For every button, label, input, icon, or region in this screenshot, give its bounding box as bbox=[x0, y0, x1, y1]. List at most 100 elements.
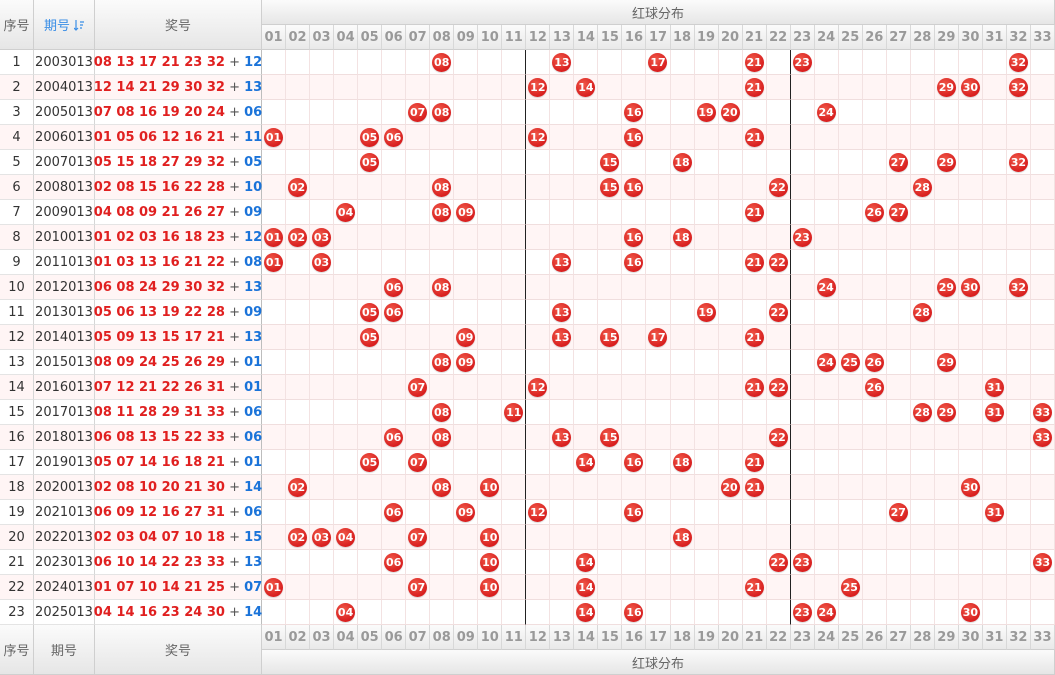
grid-cell-31 bbox=[982, 125, 1007, 150]
header-seq[interactable]: 序号 bbox=[0, 0, 34, 50]
grid-cell-22 bbox=[766, 150, 791, 175]
grid-cell-10: 10 bbox=[478, 575, 503, 600]
column-header-02[interactable]: 02 bbox=[286, 25, 311, 50]
grid-cell-15 bbox=[598, 100, 623, 125]
grid-cell-17 bbox=[646, 175, 671, 200]
grid-cell-01 bbox=[262, 450, 287, 475]
row-plus-sign: + bbox=[224, 104, 245, 120]
column-header-11[interactable]: 11 bbox=[502, 25, 527, 50]
column-header-25[interactable]: 25 bbox=[838, 25, 863, 50]
row-prize: 06 08 13 15 22 33 + 06 bbox=[94, 425, 262, 450]
grid-cell-29 bbox=[934, 550, 959, 575]
column-header-24[interactable]: 24 bbox=[814, 25, 839, 50]
column-header-28[interactable]: 28 bbox=[910, 25, 935, 50]
column-header-22[interactable]: 22 bbox=[766, 25, 791, 50]
grid-cell-06 bbox=[382, 600, 407, 625]
column-header-13[interactable]: 13 bbox=[550, 25, 575, 50]
grid-cell-17 bbox=[646, 300, 671, 325]
row-plus-sign: + bbox=[224, 204, 245, 220]
column-header-16[interactable]: 16 bbox=[622, 25, 647, 50]
grid-cell-11: 11 bbox=[502, 400, 527, 425]
column-header-03[interactable]: 03 bbox=[310, 25, 335, 50]
column-header-31[interactable]: 31 bbox=[982, 25, 1007, 50]
column-header-17[interactable]: 17 bbox=[646, 25, 671, 50]
column-footer-label: 24 bbox=[817, 629, 836, 645]
column-header-label: 27 bbox=[889, 29, 908, 45]
red-ball: 10 bbox=[480, 477, 500, 497]
grid-cell-23 bbox=[790, 150, 815, 175]
grid-cell-33 bbox=[1030, 350, 1055, 375]
column-header-32[interactable]: 32 bbox=[1006, 25, 1031, 50]
column-header-07[interactable]: 07 bbox=[406, 25, 431, 50]
grid-cell-23 bbox=[790, 75, 815, 100]
grid-cell-20 bbox=[718, 150, 743, 175]
red-ball: 09 bbox=[456, 352, 476, 372]
column-header-30[interactable]: 30 bbox=[958, 25, 983, 50]
column-header-18[interactable]: 18 bbox=[670, 25, 695, 50]
grid-cell-16: 16 bbox=[622, 500, 647, 525]
column-header-15[interactable]: 15 bbox=[598, 25, 623, 50]
row-period: 2011013 bbox=[34, 250, 95, 275]
grid-cell-10 bbox=[478, 300, 503, 325]
red-ball: 09 bbox=[456, 202, 476, 222]
grid-cell-15: 15 bbox=[598, 425, 623, 450]
column-header-06[interactable]: 06 bbox=[382, 25, 407, 50]
row-period: 2020013 bbox=[34, 475, 95, 500]
grid-cell-03 bbox=[310, 350, 335, 375]
row-period-value: 2017013 bbox=[35, 404, 93, 420]
grid-cell-19 bbox=[694, 325, 719, 350]
grid-cell-33 bbox=[1030, 125, 1055, 150]
grid-cell-15 bbox=[598, 250, 623, 275]
grid-cell-01: 01 bbox=[262, 225, 287, 250]
grid-cell-09 bbox=[454, 275, 479, 300]
grid-cell-29: 29 bbox=[934, 400, 959, 425]
column-header-21[interactable]: 21 bbox=[742, 25, 767, 50]
grid-cell-31 bbox=[982, 600, 1007, 625]
red-ball: 07 bbox=[408, 577, 428, 597]
grid-cell-06: 06 bbox=[382, 300, 407, 325]
column-header-09[interactable]: 09 bbox=[454, 25, 479, 50]
grid-cell-05: 05 bbox=[358, 150, 383, 175]
grid-cell-04 bbox=[334, 375, 359, 400]
column-header-label: 19 bbox=[696, 29, 716, 45]
column-header-04[interactable]: 04 bbox=[334, 25, 359, 50]
column-footer-label: 03 bbox=[312, 629, 331, 645]
row-seq: 22 bbox=[0, 575, 34, 600]
column-header-14[interactable]: 14 bbox=[574, 25, 599, 50]
row-plus-sign: + bbox=[224, 329, 245, 345]
red-ball: 23 bbox=[792, 227, 812, 247]
header-period-sort[interactable]: 期号 bbox=[34, 0, 95, 50]
grid-cell-01 bbox=[262, 425, 287, 450]
column-header-12[interactable]: 12 bbox=[526, 25, 551, 50]
grid-cell-29 bbox=[934, 375, 959, 400]
grid-cell-02: 02 bbox=[286, 175, 311, 200]
grid-cell-07 bbox=[406, 500, 431, 525]
column-header-20[interactable]: 20 bbox=[718, 25, 743, 50]
column-header-08[interactable]: 08 bbox=[430, 25, 455, 50]
grid-cell-24 bbox=[814, 475, 839, 500]
column-header-05[interactable]: 05 bbox=[358, 25, 383, 50]
grid-cell-31 bbox=[982, 325, 1007, 350]
column-header-19[interactable]: 19 bbox=[694, 25, 719, 50]
grid-cell-08 bbox=[430, 375, 455, 400]
column-header-27[interactable]: 27 bbox=[886, 25, 911, 50]
column-header-23[interactable]: 23 bbox=[790, 25, 815, 50]
column-header-10[interactable]: 10 bbox=[478, 25, 503, 50]
row-red-numbers: 06 09 12 16 27 31 bbox=[93, 504, 225, 520]
column-header-33[interactable]: 33 bbox=[1030, 25, 1055, 50]
grid-cell-21 bbox=[742, 275, 767, 300]
red-ball: 07 bbox=[408, 527, 428, 547]
column-header-01[interactable]: 01 bbox=[262, 25, 287, 50]
grid-cell-08: 08 bbox=[430, 275, 455, 300]
column-footer-05: 05 bbox=[358, 625, 383, 650]
header-prize[interactable]: 奖号 bbox=[95, 0, 262, 50]
column-header-29[interactable]: 29 bbox=[934, 25, 959, 50]
sort-icon[interactable] bbox=[74, 19, 84, 31]
row-seq-value: 19 bbox=[8, 504, 25, 520]
grid-cell-03: 03 bbox=[310, 525, 335, 550]
red-ball: 16 bbox=[624, 127, 644, 147]
red-ball: 15 bbox=[600, 327, 620, 347]
column-header-26[interactable]: 26 bbox=[862, 25, 887, 50]
grid-cell-11 bbox=[502, 225, 527, 250]
grid-cell-20 bbox=[718, 600, 743, 625]
